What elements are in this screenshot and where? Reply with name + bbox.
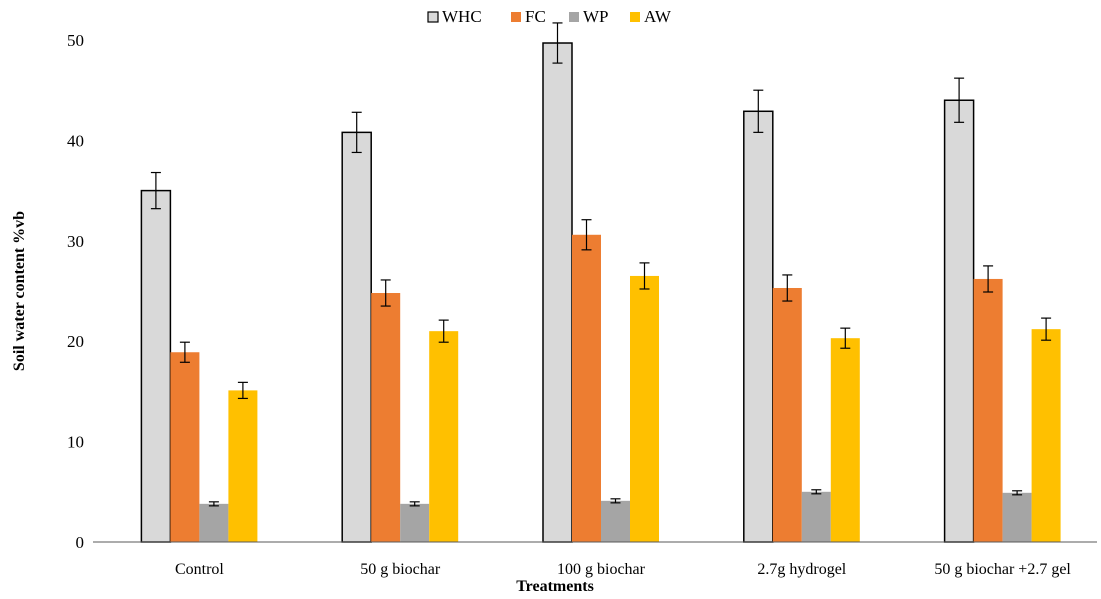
error-bar [581, 219, 592, 251]
bar-whc [943, 99, 975, 543]
y-tick-label: 20 [67, 332, 84, 351]
legend-item-whc: WHC [427, 7, 482, 26]
bar-aw [830, 338, 860, 542]
bar-group [341, 111, 459, 543]
x-axis: Control 50 g biochar 100 g biochar 2.7g hyd… [93, 541, 1097, 578]
legend-label: FC [525, 7, 546, 26]
error-bar [351, 111, 362, 154]
error-bar [639, 262, 650, 290]
y-tick-label: 0 [76, 533, 85, 552]
error-bar [552, 22, 563, 64]
error-bar [610, 498, 621, 504]
error-bar [380, 279, 391, 307]
bar-wp [199, 503, 229, 542]
error-bar [208, 501, 219, 507]
legend-item-aw: AW [630, 7, 672, 26]
x-axis-title: Treatments [516, 578, 594, 595]
error-bar [954, 77, 965, 123]
error-bar [1012, 490, 1023, 496]
bar-wp [1002, 492, 1032, 542]
bar-aw [1031, 329, 1061, 542]
bar-wp [801, 491, 831, 542]
y-tick-label: 30 [67, 232, 84, 251]
legend-swatch [569, 12, 579, 22]
bar-wp [400, 503, 430, 542]
y-tick-label: 10 [67, 433, 84, 452]
x-category-label: 50 g biochar [360, 561, 441, 578]
bar-wp [601, 500, 630, 542]
x-category-label: Control [175, 561, 224, 578]
legend-swatch [427, 11, 439, 23]
bar-fc [371, 293, 401, 542]
legend-swatch [630, 12, 640, 22]
bar-fc [973, 278, 1003, 542]
error-bar [409, 501, 420, 507]
error-bar [1041, 317, 1052, 341]
bar-whc [341, 131, 372, 543]
y-tick-label: 50 [67, 31, 84, 50]
bar-aw [429, 331, 459, 542]
bar-fc [772, 287, 802, 542]
bar-whc [743, 110, 774, 543]
bar-group [743, 89, 860, 543]
bar-group [140, 171, 258, 543]
bar-aw [228, 390, 258, 542]
legend-label: WP [583, 7, 609, 26]
bar-whc [542, 42, 573, 543]
legend-item-wp: WP [569, 7, 609, 26]
bar-fc [572, 234, 601, 542]
error-bar [983, 265, 994, 293]
error-bar [753, 89, 764, 133]
legend-swatch [511, 12, 521, 22]
legend: WHC FC WP AW [427, 7, 672, 26]
legend-label: WHC [442, 7, 482, 26]
error-bar [237, 381, 248, 400]
error-bar [179, 341, 190, 363]
y-axis-title: Soil water content %vb [11, 211, 28, 371]
y-axis: 0 10 20 30 40 50 [67, 31, 84, 552]
x-category-label: 50 g biochar +2.7 gel [934, 561, 1071, 578]
bars [140, 22, 1061, 543]
y-tick-label: 40 [67, 131, 84, 150]
error-bar [782, 274, 793, 302]
legend-label: AW [644, 7, 672, 26]
bar-aw [630, 275, 659, 542]
bar-fc [170, 352, 200, 542]
bar-whc [140, 189, 172, 543]
error-bar [438, 319, 449, 343]
x-category-label: 2.7g hydrogel [757, 561, 846, 578]
legend-item-fc: FC [511, 7, 546, 26]
error-bar [150, 171, 161, 210]
bar-group [943, 77, 1061, 543]
error-bar [840, 327, 851, 349]
x-category-label: 100 g biochar [557, 561, 646, 578]
bar-group [542, 22, 659, 543]
error-bar [811, 489, 822, 495]
